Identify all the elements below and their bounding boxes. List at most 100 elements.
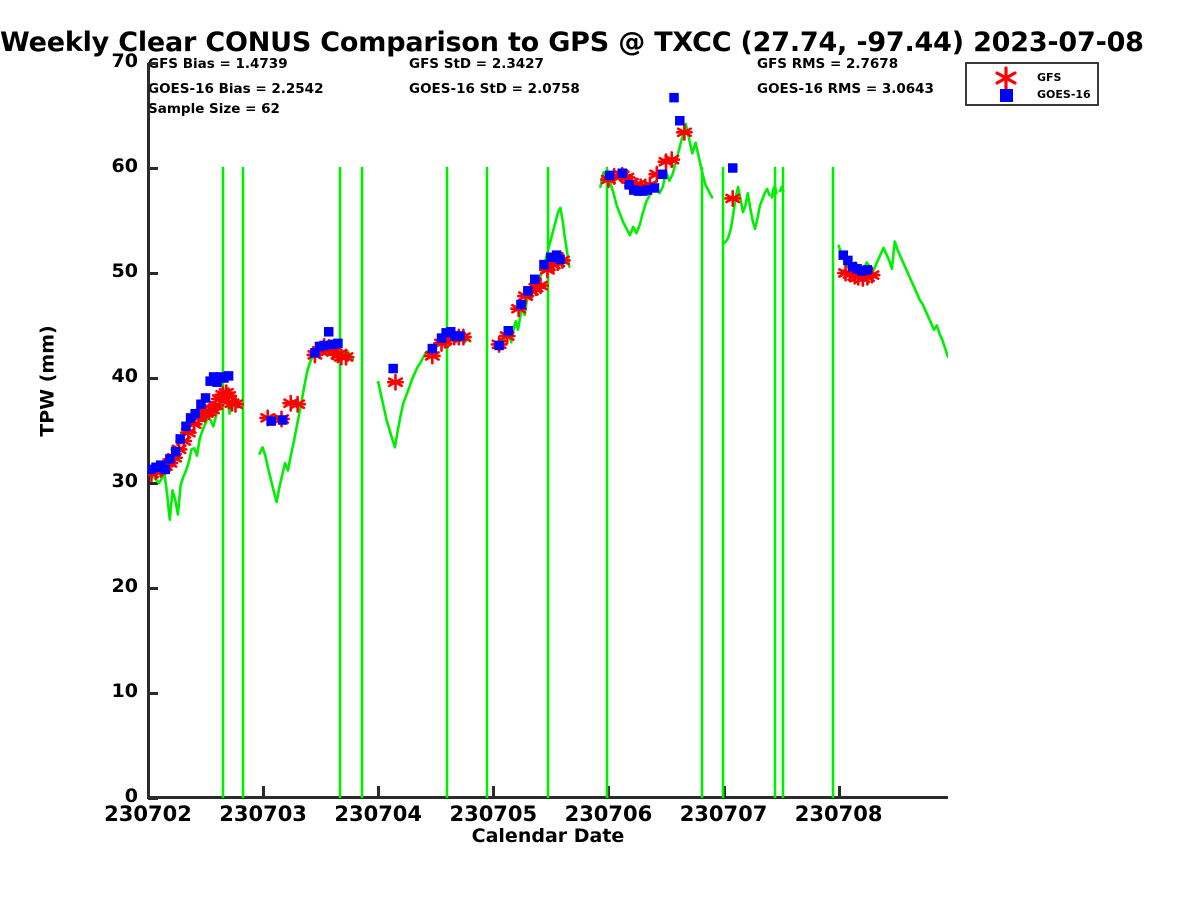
gfs-scatter-series	[148, 123, 881, 483]
y-tick	[148, 167, 158, 170]
goes16-marker	[196, 399, 206, 409]
goes16-marker	[669, 92, 679, 103]
y-axis-label: TPW (mm)	[36, 325, 59, 437]
x-tick-label: 230703	[219, 802, 307, 826]
y-tick-label: 40	[111, 365, 138, 387]
x-tick	[262, 786, 266, 797]
x-tick-label: 230706	[564, 802, 653, 826]
x-tick	[377, 786, 381, 797]
goes16-marker	[843, 255, 853, 266]
goes16-marker	[212, 377, 222, 387]
y-tick	[148, 587, 158, 590]
legend-label-goes16: GOES-16	[1037, 88, 1091, 101]
goes16-marker	[160, 464, 171, 475]
gfs-marker	[724, 189, 742, 207]
goes16-marker	[856, 266, 867, 276]
goes16-marker	[175, 434, 185, 444]
goes16-marker	[310, 348, 320, 358]
y-tick	[148, 482, 158, 485]
y-tick-label: 20	[111, 575, 138, 597]
gfs-marker	[220, 387, 238, 405]
x-tick	[607, 786, 611, 797]
gps-line-series	[148, 122, 948, 798]
goes16-marker	[455, 331, 465, 341]
goes16-marker	[657, 169, 668, 180]
stat-sample-size: Sample Size = 62	[148, 101, 280, 117]
goes16-marker	[436, 333, 447, 343]
goes16-marker	[728, 163, 738, 173]
gfs-marker	[337, 348, 355, 366]
goes16-marker	[190, 408, 200, 419]
goes16-marker	[530, 274, 540, 285]
gps-line-segment	[722, 185, 771, 245]
gfs-marker	[386, 373, 404, 391]
goes16-marker	[494, 340, 504, 351]
x-tick-label: 230708	[794, 802, 883, 826]
goes16-marker	[319, 340, 329, 351]
gps-line-segment	[376, 332, 472, 449]
goes16-marker	[165, 454, 175, 464]
asterisk-icon	[995, 66, 1017, 90]
gfs-marker	[663, 151, 681, 169]
goes16-marker	[523, 286, 533, 296]
stat-gfs-rms: GFS RMS = 2.7678	[757, 56, 899, 72]
goes16-marker	[170, 446, 181, 457]
y-tick	[148, 692, 158, 695]
x-tick	[837, 786, 841, 797]
y-axis-line	[147, 63, 150, 799]
goes16-marker	[266, 416, 276, 426]
legend-box: GFS GOES-16	[965, 62, 1099, 106]
goes16-marker	[333, 338, 343, 349]
goes16-marker	[675, 116, 685, 126]
goes16-marker	[388, 363, 398, 374]
goes16-scatter-series	[148, 92, 873, 475]
goes16-marker	[838, 250, 848, 260]
legend-label-gfs: GFS	[1037, 71, 1062, 84]
y-tick-label: 70	[111, 50, 138, 72]
y-tick-label: 10	[111, 680, 138, 702]
square-icon	[1000, 89, 1013, 102]
x-tick-label: 230704	[334, 802, 423, 826]
goes16-marker	[277, 415, 288, 425]
goes16-marker	[427, 343, 438, 354]
y-tick-label: 0	[124, 785, 138, 807]
goes16-marker	[181, 421, 191, 432]
goes16-marker	[208, 372, 219, 382]
y-tick	[148, 62, 158, 65]
stat-gfs-bias: GFS Bias = 1.4739	[148, 56, 288, 72]
plot-area	[148, 92, 948, 798]
goes16-marker	[604, 170, 615, 181]
goes16-marker	[546, 252, 556, 262]
y-tick-label: 50	[111, 260, 138, 282]
gfs-marker	[675, 123, 693, 141]
goes16-marker	[223, 371, 234, 381]
stat-goes-std: GOES-16 StD = 2.0758	[409, 81, 580, 97]
y-tick-label: 30	[111, 470, 138, 492]
goes16-marker	[516, 299, 526, 310]
goes16-marker	[617, 168, 627, 178]
stat-goes-bias: GOES-16 Bias = 2.2542	[148, 81, 324, 97]
page-title: Weekly Clear CONUS Comparison to GPS @ T…	[0, 27, 1144, 58]
stat-gfs-std: GFS StD = 2.3427	[409, 56, 544, 72]
y-tick-label: 60	[111, 155, 138, 177]
goes16-marker	[503, 326, 514, 336]
goes16-marker	[200, 393, 211, 403]
x-tick-label: 230705	[449, 802, 538, 826]
goes16-marker	[649, 183, 660, 193]
x-tick-label: 230707	[679, 802, 768, 826]
y-tick	[148, 272, 158, 275]
gfs-marker	[226, 395, 244, 413]
x-tick	[492, 786, 496, 797]
y-tick	[148, 377, 158, 380]
x-tick	[147, 786, 150, 797]
y-tick	[148, 797, 158, 800]
gfs-marker	[289, 395, 307, 413]
goes16-marker	[642, 185, 653, 195]
goes16-marker	[862, 265, 873, 275]
stat-goes-rms: GOES-16 RMS = 3.0643	[757, 81, 934, 97]
x-tick-label: 230702	[104, 802, 192, 826]
goes16-marker	[624, 180, 634, 190]
x-axis-label: Calendar Date	[471, 825, 625, 847]
gps-line-segment	[837, 240, 948, 359]
